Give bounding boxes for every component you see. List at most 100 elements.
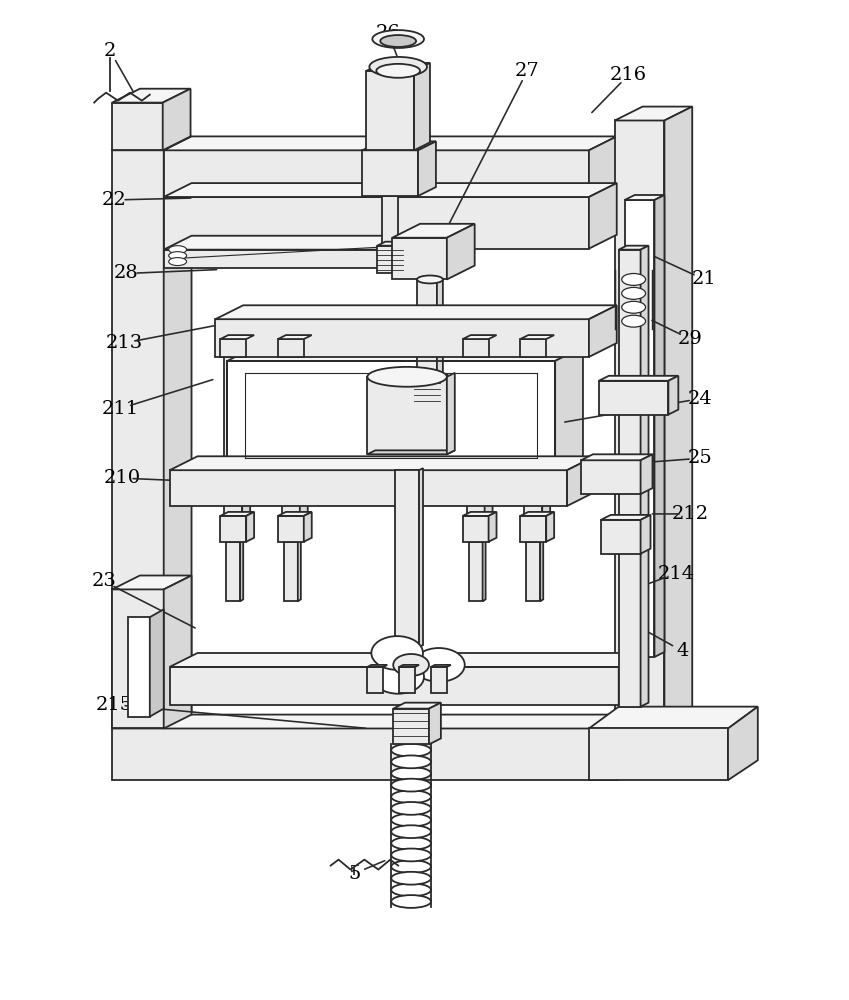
Polygon shape (599, 376, 678, 381)
Text: 212: 212 (672, 505, 709, 523)
Polygon shape (228, 361, 555, 470)
Polygon shape (419, 468, 423, 647)
Polygon shape (164, 150, 589, 202)
Polygon shape (469, 542, 482, 601)
Polygon shape (246, 512, 254, 542)
Ellipse shape (391, 744, 431, 757)
Polygon shape (298, 540, 301, 601)
Polygon shape (581, 460, 641, 494)
Polygon shape (278, 512, 312, 516)
Polygon shape (282, 357, 300, 516)
Polygon shape (463, 339, 488, 357)
Polygon shape (163, 89, 190, 150)
Polygon shape (447, 224, 475, 279)
Ellipse shape (391, 860, 431, 873)
Polygon shape (431, 665, 451, 667)
Polygon shape (363, 141, 436, 150)
Polygon shape (589, 183, 616, 249)
Ellipse shape (368, 367, 447, 387)
Ellipse shape (369, 57, 427, 77)
Polygon shape (447, 373, 455, 454)
Text: 27: 27 (515, 62, 540, 80)
Text: 214: 214 (658, 565, 694, 583)
Polygon shape (164, 183, 616, 197)
Polygon shape (437, 276, 443, 389)
Polygon shape (112, 150, 164, 727)
Polygon shape (164, 197, 589, 249)
Polygon shape (216, 319, 589, 357)
Polygon shape (170, 653, 647, 667)
Polygon shape (278, 339, 304, 357)
Polygon shape (164, 236, 430, 250)
Ellipse shape (371, 636, 423, 670)
Ellipse shape (621, 273, 645, 285)
Polygon shape (540, 540, 543, 601)
Polygon shape (242, 353, 250, 516)
Text: 24: 24 (688, 390, 712, 408)
Polygon shape (520, 339, 546, 357)
Ellipse shape (391, 872, 431, 885)
Ellipse shape (169, 246, 187, 254)
Ellipse shape (391, 790, 431, 803)
Ellipse shape (391, 825, 431, 838)
Ellipse shape (391, 814, 431, 826)
Polygon shape (363, 150, 418, 196)
Polygon shape (170, 456, 595, 470)
Ellipse shape (391, 802, 431, 815)
Polygon shape (555, 347, 583, 470)
Polygon shape (164, 576, 192, 728)
Polygon shape (112, 728, 616, 780)
Ellipse shape (393, 654, 429, 676)
Text: 4: 4 (676, 642, 689, 660)
Ellipse shape (380, 35, 416, 47)
Ellipse shape (621, 287, 645, 299)
Polygon shape (368, 667, 383, 693)
Polygon shape (641, 246, 649, 707)
Polygon shape (284, 542, 298, 601)
Polygon shape (417, 279, 437, 389)
Text: 22: 22 (102, 191, 127, 209)
Polygon shape (589, 707, 758, 728)
Polygon shape (399, 667, 415, 693)
Polygon shape (546, 512, 554, 542)
Polygon shape (377, 246, 403, 273)
Polygon shape (525, 357, 543, 516)
Polygon shape (392, 224, 475, 238)
Polygon shape (601, 515, 650, 520)
Polygon shape (367, 63, 430, 71)
Polygon shape (463, 335, 497, 339)
Polygon shape (414, 375, 447, 379)
Polygon shape (625, 195, 665, 200)
Polygon shape (414, 379, 440, 409)
Polygon shape (526, 542, 540, 601)
Polygon shape (589, 728, 728, 780)
Polygon shape (368, 377, 447, 454)
Polygon shape (164, 250, 402, 268)
Polygon shape (382, 196, 398, 256)
Polygon shape (619, 246, 649, 250)
Polygon shape (164, 136, 192, 727)
Polygon shape (224, 357, 242, 516)
Polygon shape (431, 667, 447, 693)
Ellipse shape (169, 252, 187, 260)
Polygon shape (216, 305, 616, 319)
Polygon shape (393, 709, 429, 744)
Polygon shape (112, 136, 192, 150)
Ellipse shape (391, 779, 431, 792)
Polygon shape (467, 357, 485, 516)
Text: 2: 2 (104, 42, 116, 60)
Polygon shape (112, 715, 644, 728)
Polygon shape (393, 703, 441, 709)
Polygon shape (543, 353, 550, 516)
Ellipse shape (391, 895, 431, 908)
Polygon shape (655, 195, 665, 657)
Polygon shape (399, 665, 419, 667)
Polygon shape (227, 542, 240, 601)
Polygon shape (112, 89, 190, 103)
Ellipse shape (391, 883, 431, 896)
Polygon shape (282, 353, 308, 357)
Polygon shape (392, 238, 447, 279)
Polygon shape (395, 470, 419, 647)
Text: 25: 25 (688, 449, 712, 467)
Polygon shape (278, 516, 304, 542)
